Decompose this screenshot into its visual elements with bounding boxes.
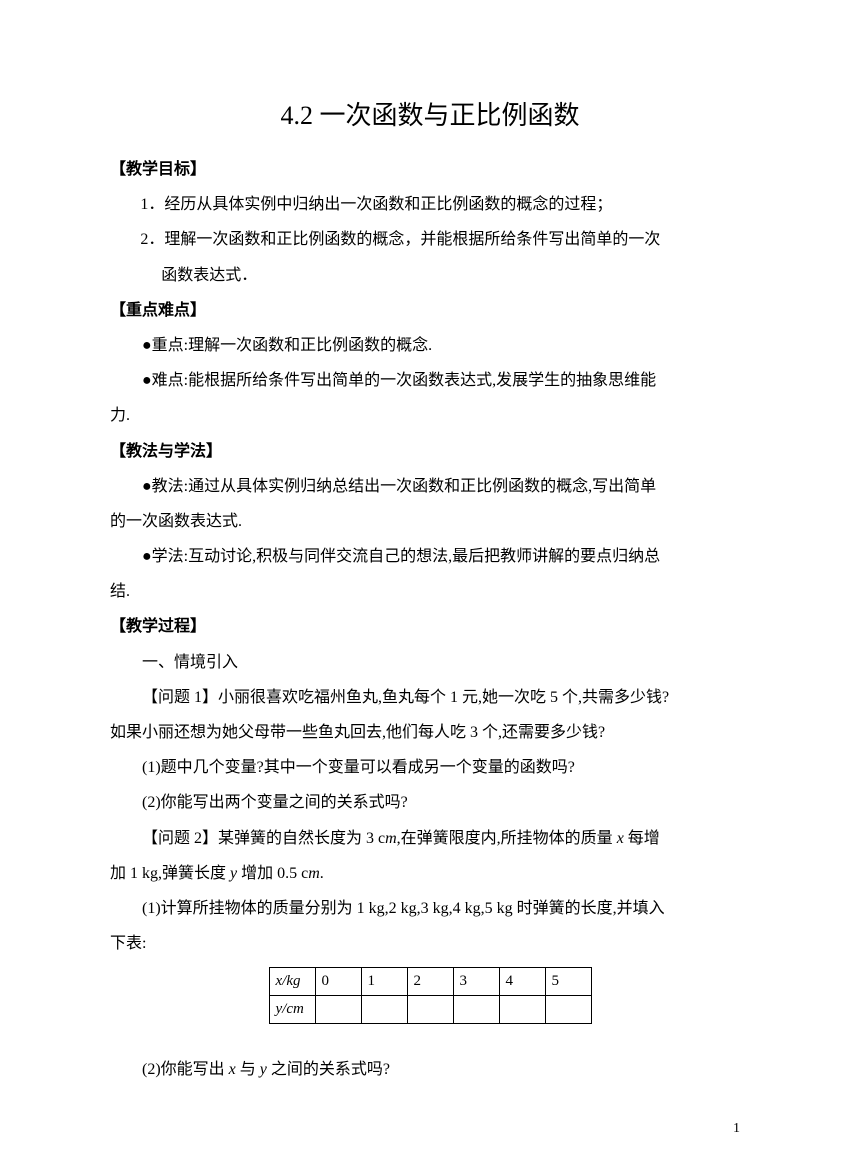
- q1-c: (1)题中几个变量?其中一个变量可以看成另一个变量的函数吗?: [110, 750, 750, 785]
- table-cell: [453, 996, 499, 1024]
- q2d-x: x: [229, 1061, 236, 1078]
- goals-heading: 【教学目标】: [110, 152, 750, 187]
- q2b-m: m: [308, 865, 320, 882]
- table-cell: 5: [545, 968, 591, 996]
- table-head-x: x/kg: [269, 968, 315, 996]
- methods-p2b: 结.: [110, 574, 750, 609]
- page-number: 1: [733, 1121, 740, 1137]
- keypoints-heading: 【重点难点】: [110, 293, 750, 328]
- page-title: 4.2 一次函数与正比例函数: [110, 95, 750, 132]
- methods-p1: ●教法:通过从具体实例归纳总结出一次函数和正比例函数的概念,写出简单: [110, 469, 750, 504]
- table-cell: [407, 996, 453, 1024]
- q1-b: 如果小丽还想为她父母带一些鱼丸回去,他们每人吃 3 个,还需要多少钱?: [110, 715, 750, 750]
- spring-table: x/kg 0 1 2 3 4 5 y/cm: [269, 967, 592, 1024]
- goals-item-2: 2．理解一次函数和正比例函数的概念，并能根据所给条件写出简单的一次: [110, 222, 750, 257]
- q2a-suf: 每增: [624, 830, 660, 847]
- table-row: y/cm: [269, 996, 591, 1024]
- q2-c: (1)计算所挂物体的质量分别为 1 kg,2 kg,3 kg,4 kg,5 kg…: [110, 891, 750, 926]
- table-cell: 1: [361, 968, 407, 996]
- q2d-suf: 之间的关系式吗?: [267, 1061, 390, 1078]
- q2b-suf: .: [320, 865, 324, 882]
- table-cell: 4: [499, 968, 545, 996]
- table-cell: [545, 996, 591, 1024]
- keypoints-p1: ●重点:理解一次函数和正比例函数的概念.: [110, 328, 750, 363]
- q2a-m: m: [385, 830, 397, 847]
- q2-d: (2)你能写出 x 与 y 之间的关系式吗?: [110, 1052, 750, 1087]
- table-cell: [499, 996, 545, 1024]
- methods-p1b: 的一次函数表达式.: [110, 504, 750, 539]
- q2d-pre: (2)你能写出: [142, 1061, 229, 1078]
- q2d-y: y: [260, 1061, 267, 1078]
- goals-item-2b: 函数表达式．: [110, 258, 750, 293]
- process-intro: 一、情境引入: [110, 645, 750, 680]
- table-cell: 0: [315, 968, 361, 996]
- q2-a: 【问题 2】某弹簧的自然长度为 3 cm,在弹簧限度内,所挂物体的质量 x 每增: [110, 821, 750, 856]
- keypoints-p2b: 力.: [110, 398, 750, 433]
- q2a-mid: ,在弹簧限度内,所挂物体的质量: [397, 830, 617, 847]
- q2-cb: 下表:: [110, 926, 750, 961]
- process-heading: 【教学过程】: [110, 609, 750, 644]
- table-cell: 3: [453, 968, 499, 996]
- q1-d: (2)你能写出两个变量之间的关系式吗?: [110, 785, 750, 820]
- q1-a: 【问题 1】小丽很喜欢吃福州鱼丸,鱼丸每个 1 元,她一次吃 5 个,共需多少钱…: [110, 680, 750, 715]
- table-cell: 2: [407, 968, 453, 996]
- table-head-y: y/cm: [269, 996, 315, 1024]
- q2a-x: x: [617, 830, 624, 847]
- goals-item-1: 1．经历从具体实例中归纳出一次函数和正比例函数的概念的过程；: [110, 187, 750, 222]
- q2d-mid: 与: [236, 1061, 260, 1078]
- q2b-mid: 增加 0.5 c: [237, 865, 308, 882]
- q2-b: 加 1 kg,弹簧长度 y 增加 0.5 cm.: [110, 856, 750, 891]
- q2a-pre: 【问题 2】某弹簧的自然长度为 3 c: [142, 830, 385, 847]
- methods-p2: ●学法:互动讨论,积极与同伴交流自己的想法,最后把教师讲解的要点归纳总: [110, 539, 750, 574]
- table-cell: [315, 996, 361, 1024]
- keypoints-p2: ●难点:能根据所给条件写出简单的一次函数表达式,发展学生的抽象思维能: [110, 363, 750, 398]
- methods-heading: 【教法与学法】: [110, 434, 750, 469]
- table-row: x/kg 0 1 2 3 4 5: [269, 968, 591, 996]
- table-cell: [361, 996, 407, 1024]
- q2b-pre: 加 1 kg,弹簧长度: [110, 865, 230, 882]
